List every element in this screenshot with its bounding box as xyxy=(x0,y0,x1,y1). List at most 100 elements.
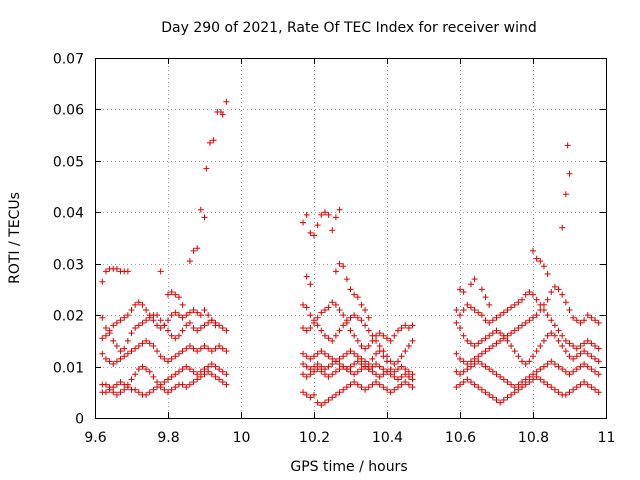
data-point xyxy=(592,386,599,393)
data-point xyxy=(486,345,493,352)
data-point xyxy=(329,337,336,344)
data-point xyxy=(533,368,540,375)
data-point xyxy=(577,319,584,326)
data-point xyxy=(373,379,380,385)
data-point xyxy=(566,170,573,177)
data-point xyxy=(307,281,314,288)
data-point xyxy=(201,214,208,221)
data-point xyxy=(135,299,142,306)
data-point xyxy=(336,366,343,373)
data-point xyxy=(99,314,106,321)
data-point xyxy=(588,353,595,360)
data-point xyxy=(566,353,573,360)
data-point xyxy=(172,335,179,342)
data-point xyxy=(347,363,354,370)
data-point xyxy=(471,361,478,367)
data-point xyxy=(504,394,511,401)
data-point xyxy=(515,325,522,331)
data-point xyxy=(110,361,117,367)
data-point xyxy=(504,332,511,339)
data-point xyxy=(135,389,142,396)
data-point xyxy=(351,312,358,319)
data-point xyxy=(369,363,376,370)
data-point xyxy=(402,348,409,355)
data-point xyxy=(504,307,511,313)
x-tick-label: 9.6 xyxy=(84,430,106,446)
data-point xyxy=(566,307,573,313)
data-point xyxy=(533,312,540,319)
data-point xyxy=(128,307,135,313)
data-point xyxy=(533,348,540,355)
data-point xyxy=(190,345,197,352)
data-point xyxy=(519,384,526,391)
data-point xyxy=(128,376,135,383)
data-point xyxy=(482,389,489,396)
data-point xyxy=(161,355,168,362)
data-point xyxy=(113,343,120,349)
data-point xyxy=(358,343,365,349)
data-point xyxy=(179,348,186,355)
data-point xyxy=(194,245,201,252)
data-point xyxy=(146,312,153,319)
data-point xyxy=(216,376,223,383)
data-point xyxy=(340,322,347,329)
data-point xyxy=(405,368,412,375)
data-point xyxy=(467,304,474,311)
data-point xyxy=(537,366,544,373)
data-point xyxy=(409,384,416,391)
data-point xyxy=(493,314,500,321)
y-tick-label: 0.04 xyxy=(53,206,84,222)
data-point xyxy=(577,343,584,349)
data-point xyxy=(154,379,161,385)
data-point xyxy=(340,312,347,319)
data-point xyxy=(508,330,515,337)
data-point xyxy=(172,371,179,378)
data-point xyxy=(314,322,321,329)
data-point xyxy=(555,327,562,334)
data-point xyxy=(343,350,350,357)
data-point xyxy=(566,340,573,347)
data-point xyxy=(365,384,372,391)
data-point xyxy=(201,366,208,373)
data-point xyxy=(124,350,131,357)
data-point xyxy=(212,345,219,352)
data-point xyxy=(387,371,394,378)
data-point xyxy=(544,361,551,367)
data-point xyxy=(303,211,310,218)
data-point xyxy=(409,337,416,344)
data-point xyxy=(300,350,307,357)
data-point xyxy=(157,317,164,324)
data-point xyxy=(351,350,358,357)
data-point xyxy=(113,391,120,398)
data-point xyxy=(467,379,474,385)
data-point xyxy=(102,389,109,396)
data-point xyxy=(216,343,223,349)
data-point xyxy=(559,332,566,339)
data-point xyxy=(467,358,474,365)
x-tick-label: 10.2 xyxy=(299,430,330,446)
data-point xyxy=(354,381,361,388)
data-point xyxy=(369,368,376,375)
data-point xyxy=(504,379,511,385)
data-point xyxy=(489,330,496,337)
data-point xyxy=(373,332,380,339)
x-tick-label: 10.8 xyxy=(518,430,549,446)
data-point xyxy=(168,355,175,362)
data-point xyxy=(154,322,161,329)
data-point xyxy=(354,294,361,301)
data-point xyxy=(493,397,500,403)
data-point xyxy=(515,353,522,360)
data-point xyxy=(307,355,314,362)
x-tick-label: 10 xyxy=(233,430,251,446)
data-point xyxy=(460,289,467,295)
data-point xyxy=(201,371,208,378)
data-point xyxy=(566,371,573,378)
data-point xyxy=(478,286,485,293)
data-point xyxy=(475,309,482,316)
data-point xyxy=(358,366,365,373)
data-point xyxy=(336,355,343,362)
data-point xyxy=(154,312,161,319)
data-point xyxy=(530,314,536,321)
data-point xyxy=(175,332,182,339)
data-point xyxy=(135,322,142,329)
